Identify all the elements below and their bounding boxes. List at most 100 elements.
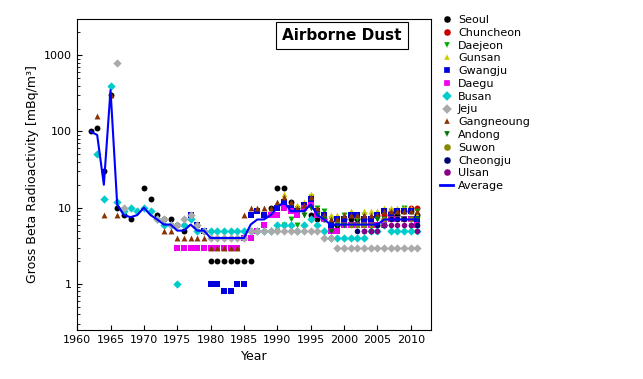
Average — [233, 236, 241, 240]
Seoul — [366, 222, 376, 228]
Jeju — [259, 227, 269, 233]
Cheongju — [386, 216, 396, 222]
Gangneoung — [412, 208, 422, 214]
Busan — [266, 227, 276, 233]
Daejeon — [292, 222, 302, 228]
Jeju — [272, 227, 282, 233]
Gwangju — [219, 288, 229, 294]
Ulsan — [406, 222, 416, 228]
Suwon — [352, 222, 363, 228]
Jeju — [185, 212, 195, 218]
Average — [334, 222, 341, 227]
Daegu — [366, 222, 376, 228]
Busan — [165, 222, 176, 228]
Andong — [392, 216, 403, 222]
Chuncheon — [412, 205, 422, 211]
Daejeon — [285, 216, 296, 222]
Daejeon — [312, 205, 323, 211]
Gangneoung — [345, 212, 356, 218]
Daegu — [199, 244, 209, 251]
Ulsan — [359, 227, 369, 233]
Seoul — [359, 216, 369, 222]
Average — [247, 222, 255, 227]
Jeju — [312, 227, 323, 233]
Busan — [392, 227, 403, 233]
Chuncheon — [406, 205, 416, 211]
Busan — [239, 227, 249, 233]
Gangneoung — [312, 205, 323, 211]
Busan — [192, 227, 203, 233]
Daegu — [219, 244, 229, 251]
Jeju — [266, 227, 276, 233]
Daegu — [279, 205, 289, 211]
Average — [327, 222, 334, 227]
Average — [113, 202, 121, 207]
Gwangju — [399, 208, 409, 214]
Daegu — [239, 235, 249, 241]
Gwangju — [279, 199, 289, 205]
Daejeon — [406, 208, 416, 214]
Daejeon — [352, 216, 363, 222]
Seoul — [305, 212, 316, 218]
Seoul — [325, 222, 336, 228]
Seoul — [239, 258, 249, 264]
Seoul — [105, 92, 116, 98]
Jeju — [165, 222, 176, 228]
Jeju — [292, 227, 302, 233]
Cheongju — [379, 222, 389, 228]
Gangneoung — [325, 216, 336, 222]
Jeju — [319, 235, 329, 241]
Seoul — [246, 258, 256, 264]
Busan — [105, 83, 116, 89]
Gangneoung — [165, 227, 176, 233]
Daegu — [259, 222, 269, 228]
Seoul — [145, 196, 156, 202]
Gwangju — [259, 212, 269, 218]
Daegu — [392, 216, 403, 222]
Gwangju — [252, 208, 262, 214]
Average — [307, 202, 314, 207]
Average — [314, 213, 322, 217]
Suwon — [372, 222, 383, 228]
Daegu — [386, 216, 396, 222]
Daejeon — [299, 208, 309, 214]
Daejeon — [386, 208, 396, 214]
Gunsan — [399, 205, 409, 211]
Gangneoung — [99, 212, 109, 218]
Gunsan — [319, 212, 329, 218]
Daegu — [272, 212, 282, 218]
Average — [194, 228, 201, 233]
Cheongju — [352, 227, 363, 233]
Seoul — [386, 212, 396, 218]
Gangneoung — [359, 212, 369, 218]
Andong — [399, 216, 409, 222]
Average — [154, 217, 161, 222]
Seoul — [232, 258, 242, 264]
Gunsan — [339, 212, 349, 218]
Seoul — [125, 216, 136, 222]
Jeju — [172, 222, 183, 228]
Gangneoung — [372, 212, 383, 218]
Seoul — [266, 205, 276, 211]
Average — [174, 228, 181, 233]
Average — [133, 213, 141, 217]
Daegu — [285, 208, 296, 214]
Busan — [259, 227, 269, 233]
Cheongju — [399, 216, 409, 222]
Daegu — [372, 222, 383, 228]
Daejeon — [325, 216, 336, 222]
Average — [374, 222, 381, 227]
Gwangju — [386, 212, 396, 218]
Busan — [125, 205, 136, 211]
Andong — [406, 216, 416, 222]
Gangneoung — [319, 212, 329, 218]
Busan — [406, 227, 416, 233]
Average — [320, 217, 328, 222]
Gwangju — [305, 196, 316, 202]
Gangneoung — [272, 199, 282, 205]
Average — [293, 209, 301, 213]
Daejeon — [399, 205, 409, 211]
Jeju — [246, 227, 256, 233]
Daegu — [312, 212, 323, 218]
Jeju — [159, 216, 169, 222]
